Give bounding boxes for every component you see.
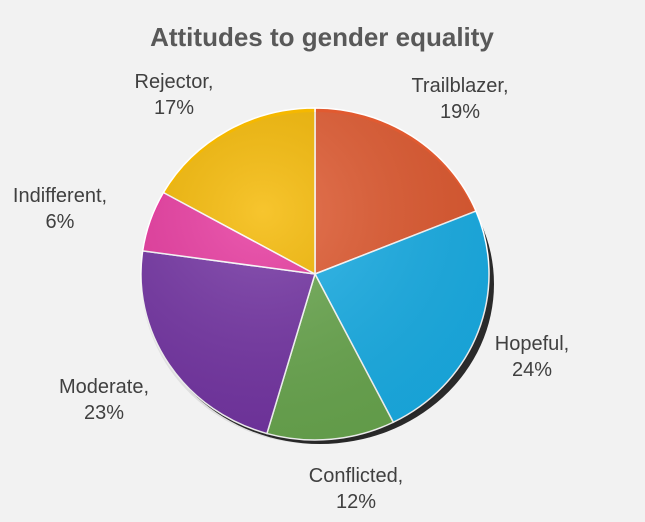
data-label-trailblazer: Trailblazer, 19% [411,75,508,123]
data-label-rejector: Rejector, 17% [135,71,214,119]
chart-title: Attitudes to gender equality [150,22,494,52]
data-label-moderate: Moderate, 23% [59,376,149,424]
pie-slices [140,107,490,441]
data-label-indifferent: Indifferent, 6% [13,185,107,233]
data-label-conflicted: Conflicted, 12% [309,465,404,513]
pie-labels: Trailblazer, 19% Hopeful, 24% Conflicted, 12%… [13,71,569,513]
data-label-hopeful: Hopeful, 24% [495,333,570,381]
